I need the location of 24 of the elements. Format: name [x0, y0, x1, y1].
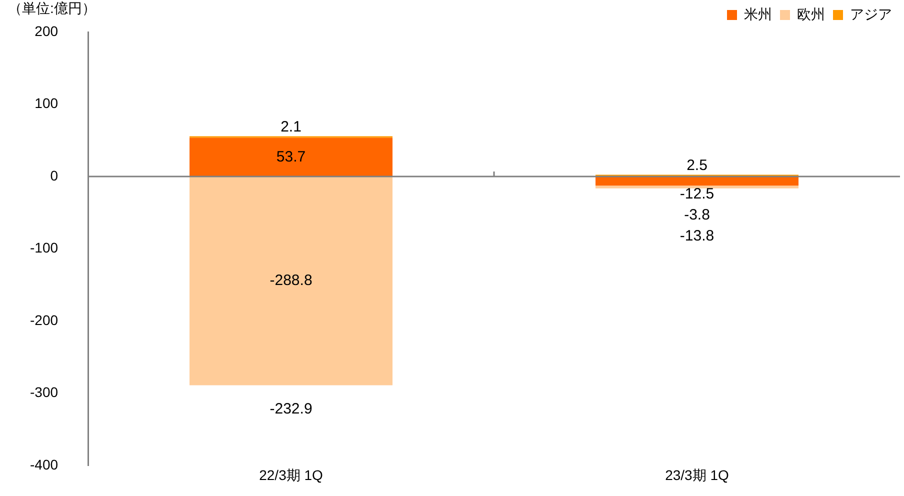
data-label: 53.7: [276, 148, 306, 166]
x-tick-label: 23/3期 1Q: [665, 466, 730, 483]
y-tick-label: 100: [34, 95, 58, 112]
legend-label: 欧州: [797, 6, 825, 22]
bar: [190, 138, 393, 177]
y-tick-label: -400: [30, 456, 58, 472]
y-tick-label: -200: [30, 312, 58, 328]
y-tick-label: -300: [30, 384, 58, 400]
total-label: -13.8: [680, 228, 714, 245]
y-axis-title: （単位:億円）: [8, 0, 96, 16]
data-label: -12.5: [680, 186, 714, 203]
data-label: -3.8: [684, 206, 710, 224]
y-tick-label: -100: [30, 240, 58, 256]
data-label: 2.1: [280, 118, 302, 136]
x-tick-label: 22/3期 1Q: [259, 466, 324, 483]
total-label: -232.9: [270, 400, 312, 418]
bar: [190, 176, 393, 386]
legend-label: アジア: [850, 6, 892, 22]
y-tick-label: 200: [34, 22, 58, 39]
bar: [596, 186, 799, 188]
data-label: -288.8: [270, 272, 312, 290]
y-tick-label: 0: [50, 167, 58, 184]
legend-label: 米州: [744, 6, 772, 22]
data-label: 2.5: [686, 156, 708, 174]
